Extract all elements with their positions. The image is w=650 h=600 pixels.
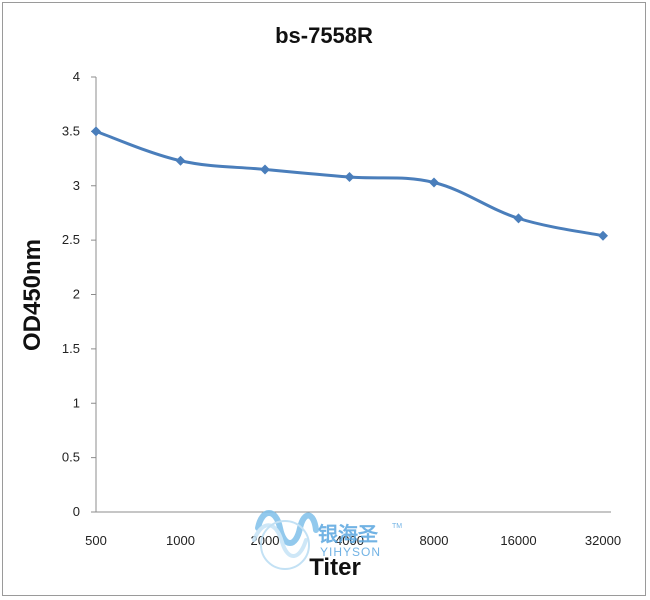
y-tick-label: 0 (73, 504, 80, 519)
y-tick-label: 3 (73, 178, 80, 193)
data-point-8000 (429, 177, 439, 188)
y-tick-label: 2.5 (62, 232, 80, 247)
y-tick-label: 4 (73, 69, 80, 84)
x-tick-label: 16000 (500, 533, 536, 548)
data-point-500 (91, 126, 101, 137)
x-tick-label: 1000 (166, 533, 195, 548)
x-tick-label: 8000 (420, 533, 449, 548)
chart-title: bs-7558R (275, 23, 373, 48)
x-tick-label: 32000 (585, 533, 621, 548)
x-tick-labels: 500 1000 2000 4000 8000 16000 32000 (85, 533, 621, 548)
data-point-1000 (175, 155, 186, 166)
x-tick-label: 500 (85, 533, 107, 548)
y-tick-label: 1 (73, 395, 80, 410)
data-point-32000 (598, 230, 608, 241)
yihyson-logo: 银海圣 TM YIHYSON (252, 510, 402, 570)
data-point-16000 (513, 213, 524, 224)
watermark-english: YIHYSON (320, 545, 381, 559)
y-tick-label: 3.5 (62, 123, 80, 138)
y-axis-title: OD450nm (19, 239, 46, 351)
y-tick-label: 1.5 (62, 341, 80, 356)
y-tick-labels: 0 0.5 1 1.5 2 2.5 3 3.5 4 (62, 69, 96, 519)
watermark-chinese: 银海圣 (318, 522, 379, 546)
y-tick-label: 0.5 (62, 450, 80, 465)
series-line (95, 129, 604, 238)
y-tick-label: 2 (73, 287, 80, 302)
yihyson-logo-icon (252, 510, 319, 570)
series-layer (91, 126, 608, 241)
data-point-4000 (344, 172, 355, 183)
x-tick-label: 4000 (335, 533, 364, 548)
data-point-2000 (260, 164, 270, 175)
x-axis-title: Titer (309, 554, 361, 581)
x-tick-label: 2000 (251, 533, 280, 548)
watermark-tm: TM (392, 523, 402, 530)
